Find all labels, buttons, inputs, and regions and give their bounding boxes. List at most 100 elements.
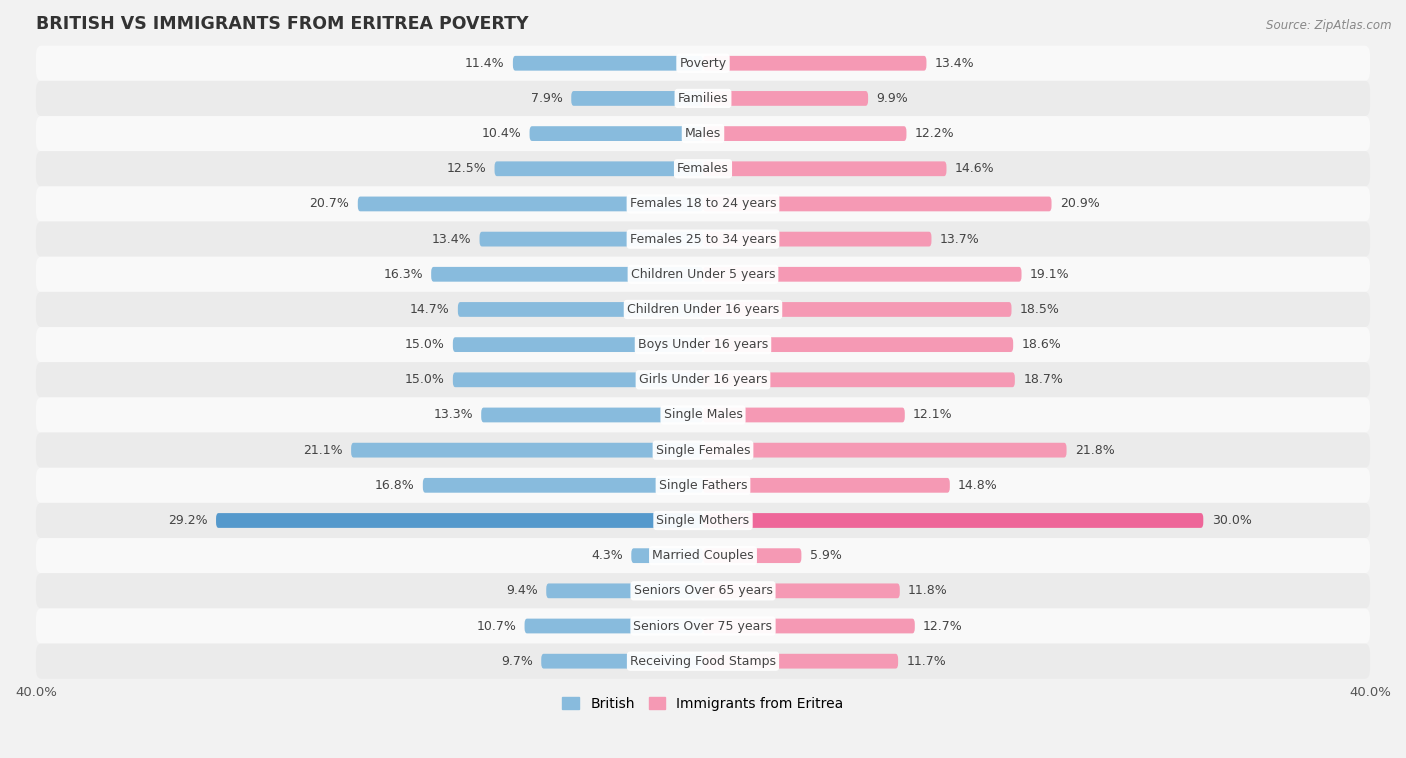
Text: Females: Females (678, 162, 728, 175)
Text: Females 18 to 24 years: Females 18 to 24 years (630, 197, 776, 211)
FancyBboxPatch shape (37, 257, 1369, 292)
FancyBboxPatch shape (703, 478, 950, 493)
FancyBboxPatch shape (217, 513, 703, 528)
FancyBboxPatch shape (37, 468, 1369, 503)
FancyBboxPatch shape (703, 56, 927, 70)
FancyBboxPatch shape (703, 443, 1067, 458)
Text: 11.7%: 11.7% (907, 655, 946, 668)
FancyBboxPatch shape (530, 127, 703, 141)
FancyBboxPatch shape (703, 584, 900, 598)
Text: 12.7%: 12.7% (924, 619, 963, 632)
Text: 10.4%: 10.4% (481, 127, 522, 140)
FancyBboxPatch shape (37, 397, 1369, 433)
Text: Seniors Over 65 years: Seniors Over 65 years (634, 584, 772, 597)
Text: 4.3%: 4.3% (591, 549, 623, 562)
FancyBboxPatch shape (423, 478, 703, 493)
Text: Source: ZipAtlas.com: Source: ZipAtlas.com (1267, 19, 1392, 32)
Text: BRITISH VS IMMIGRANTS FROM ERITREA POVERTY: BRITISH VS IMMIGRANTS FROM ERITREA POVER… (37, 15, 529, 33)
FancyBboxPatch shape (352, 443, 703, 458)
FancyBboxPatch shape (703, 408, 905, 422)
FancyBboxPatch shape (524, 619, 703, 634)
FancyBboxPatch shape (703, 337, 1014, 352)
Text: Children Under 16 years: Children Under 16 years (627, 303, 779, 316)
FancyBboxPatch shape (703, 91, 868, 106)
Text: 13.4%: 13.4% (935, 57, 974, 70)
FancyBboxPatch shape (453, 337, 703, 352)
FancyBboxPatch shape (458, 302, 703, 317)
Text: Families: Families (678, 92, 728, 105)
Text: 20.7%: 20.7% (309, 197, 350, 211)
FancyBboxPatch shape (481, 408, 703, 422)
FancyBboxPatch shape (703, 372, 1015, 387)
Text: Single Fathers: Single Fathers (659, 479, 747, 492)
Text: 5.9%: 5.9% (810, 549, 842, 562)
Text: 9.4%: 9.4% (506, 584, 538, 597)
Text: Seniors Over 75 years: Seniors Over 75 years (634, 619, 772, 632)
Text: Single Males: Single Males (664, 409, 742, 421)
Text: 29.2%: 29.2% (169, 514, 208, 527)
FancyBboxPatch shape (703, 513, 1204, 528)
Text: 7.9%: 7.9% (531, 92, 562, 105)
FancyBboxPatch shape (37, 503, 1369, 538)
FancyBboxPatch shape (571, 91, 703, 106)
FancyBboxPatch shape (37, 45, 1369, 81)
FancyBboxPatch shape (37, 221, 1369, 257)
FancyBboxPatch shape (703, 654, 898, 669)
FancyBboxPatch shape (453, 372, 703, 387)
Text: Girls Under 16 years: Girls Under 16 years (638, 373, 768, 387)
FancyBboxPatch shape (703, 196, 1052, 211)
Text: 21.1%: 21.1% (304, 443, 343, 456)
Text: Receiving Food Stamps: Receiving Food Stamps (630, 655, 776, 668)
FancyBboxPatch shape (37, 292, 1369, 327)
Text: Single Females: Single Females (655, 443, 751, 456)
FancyBboxPatch shape (37, 609, 1369, 644)
Text: Poverty: Poverty (679, 57, 727, 70)
FancyBboxPatch shape (541, 654, 703, 669)
Text: 18.6%: 18.6% (1022, 338, 1062, 351)
Text: 9.9%: 9.9% (876, 92, 908, 105)
Text: 19.1%: 19.1% (1029, 268, 1070, 280)
Text: 20.9%: 20.9% (1060, 197, 1099, 211)
FancyBboxPatch shape (432, 267, 703, 282)
FancyBboxPatch shape (547, 584, 703, 598)
Text: 21.8%: 21.8% (1076, 443, 1115, 456)
FancyBboxPatch shape (37, 116, 1369, 151)
Text: 15.0%: 15.0% (405, 373, 444, 387)
Text: 18.7%: 18.7% (1024, 373, 1063, 387)
Text: 16.3%: 16.3% (384, 268, 423, 280)
FancyBboxPatch shape (703, 127, 907, 141)
Text: Single Mothers: Single Mothers (657, 514, 749, 527)
Text: 14.7%: 14.7% (409, 303, 450, 316)
FancyBboxPatch shape (37, 573, 1369, 609)
FancyBboxPatch shape (495, 161, 703, 176)
Text: 13.4%: 13.4% (432, 233, 471, 246)
Text: 12.5%: 12.5% (447, 162, 486, 175)
Text: 15.0%: 15.0% (405, 338, 444, 351)
Text: 14.8%: 14.8% (957, 479, 998, 492)
FancyBboxPatch shape (37, 327, 1369, 362)
FancyBboxPatch shape (703, 619, 915, 634)
FancyBboxPatch shape (631, 548, 703, 563)
Text: Males: Males (685, 127, 721, 140)
Text: 11.8%: 11.8% (908, 584, 948, 597)
FancyBboxPatch shape (37, 644, 1369, 678)
Text: Females 25 to 34 years: Females 25 to 34 years (630, 233, 776, 246)
Text: 13.7%: 13.7% (939, 233, 980, 246)
FancyBboxPatch shape (357, 196, 703, 211)
Text: Children Under 5 years: Children Under 5 years (631, 268, 775, 280)
Text: 14.6%: 14.6% (955, 162, 994, 175)
FancyBboxPatch shape (37, 81, 1369, 116)
FancyBboxPatch shape (37, 433, 1369, 468)
FancyBboxPatch shape (703, 548, 801, 563)
FancyBboxPatch shape (703, 161, 946, 176)
Text: 9.7%: 9.7% (501, 655, 533, 668)
FancyBboxPatch shape (513, 56, 703, 70)
Text: 13.3%: 13.3% (433, 409, 472, 421)
Text: Married Couples: Married Couples (652, 549, 754, 562)
FancyBboxPatch shape (703, 302, 1011, 317)
FancyBboxPatch shape (37, 151, 1369, 186)
FancyBboxPatch shape (37, 362, 1369, 397)
FancyBboxPatch shape (703, 232, 931, 246)
FancyBboxPatch shape (703, 267, 1022, 282)
Text: 30.0%: 30.0% (1212, 514, 1251, 527)
